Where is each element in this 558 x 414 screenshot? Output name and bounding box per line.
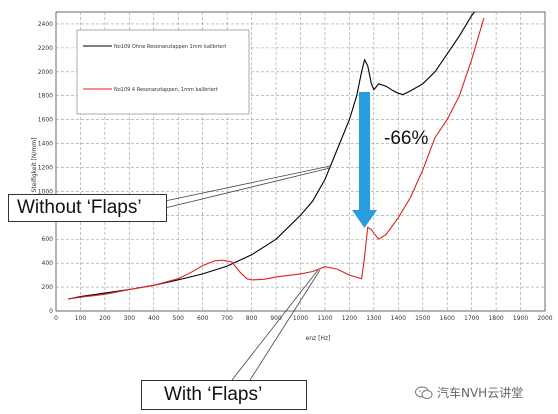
- x-tick-label: 800: [246, 315, 258, 322]
- x-tick-label: 0: [54, 315, 58, 322]
- legend: No109 Ohne Resonanzlappen 1mm kalibriert…: [76, 29, 250, 115]
- legend-box: [76, 29, 250, 115]
- y-tick-label: 1800: [38, 93, 53, 100]
- legend-label-1: No109 Ohne Resonanzlappen 1mm kalibriert: [114, 44, 226, 50]
- legend-label-2: No109 4 Resonanzlappen, 1mm kalibriert: [114, 87, 218, 93]
- callout-with-flaps: With ‘Flaps’: [141, 380, 307, 410]
- reduction-label: -66%: [384, 128, 429, 149]
- x-axis-label: enz [Hz]: [306, 335, 331, 342]
- wechat-icon: [415, 386, 433, 399]
- y-tick-label: 200: [42, 284, 54, 291]
- watermark-text: 汽车NVH云讲堂: [437, 386, 524, 400]
- x-tick-label: 600: [197, 315, 209, 322]
- axes: 0 100 200 300 400 500 600 700 800 900 1000 1100 1200…: [31, 21, 553, 342]
- x-tick-label: 100: [75, 315, 87, 322]
- y-tick-label: 1600: [38, 117, 53, 124]
- callout-lines: [164, 165, 331, 381]
- x-tick-label: 1000: [293, 315, 308, 322]
- y-tick-label: 1400: [38, 141, 53, 148]
- y-tick-label: 1200: [38, 164, 53, 171]
- y-axis-label: Steifigkeit [N/mm]: [31, 138, 38, 193]
- series-lines: [68, 12, 485, 300]
- series-line-2: [68, 17, 485, 300]
- y-tick-label: 2400: [38, 21, 53, 28]
- y-tick-label: 2200: [38, 45, 53, 52]
- y-tick-label: 1000: [38, 188, 53, 195]
- x-tick-label: 2000: [537, 315, 552, 322]
- x-tick-label: 1400: [391, 315, 406, 322]
- x-tick-label: 1900: [513, 315, 528, 322]
- watermark: 汽车NVH云讲堂: [415, 384, 523, 401]
- reduction-arrow: [352, 92, 377, 228]
- x-tick-label: 1200: [342, 315, 357, 322]
- y-tick-label: 600: [42, 236, 54, 243]
- x-tick-label: 1800: [488, 315, 503, 322]
- callout-without-flaps: Without ‘Flaps’: [8, 194, 167, 222]
- x-tick-label: 200: [99, 315, 111, 322]
- x-tick-label: 1500: [415, 315, 430, 322]
- x-tick-label: 700: [221, 315, 233, 322]
- series-line-1: [68, 12, 476, 300]
- x-tick-label: 400: [148, 315, 160, 322]
- y-tick-label: 2000: [38, 69, 53, 76]
- x-tick-label: 300: [124, 315, 136, 322]
- x-tick-label: 900: [270, 315, 282, 322]
- x-tick-label: 1700: [464, 315, 479, 322]
- x-tick-label: 500: [173, 315, 185, 322]
- x-tick-label: 1300: [366, 315, 381, 322]
- y-tick-label: 400: [42, 260, 54, 267]
- x-tick-label: 1600: [440, 315, 455, 322]
- y-tick-label: 0: [49, 308, 53, 315]
- x-tick-label: 1100: [317, 315, 332, 322]
